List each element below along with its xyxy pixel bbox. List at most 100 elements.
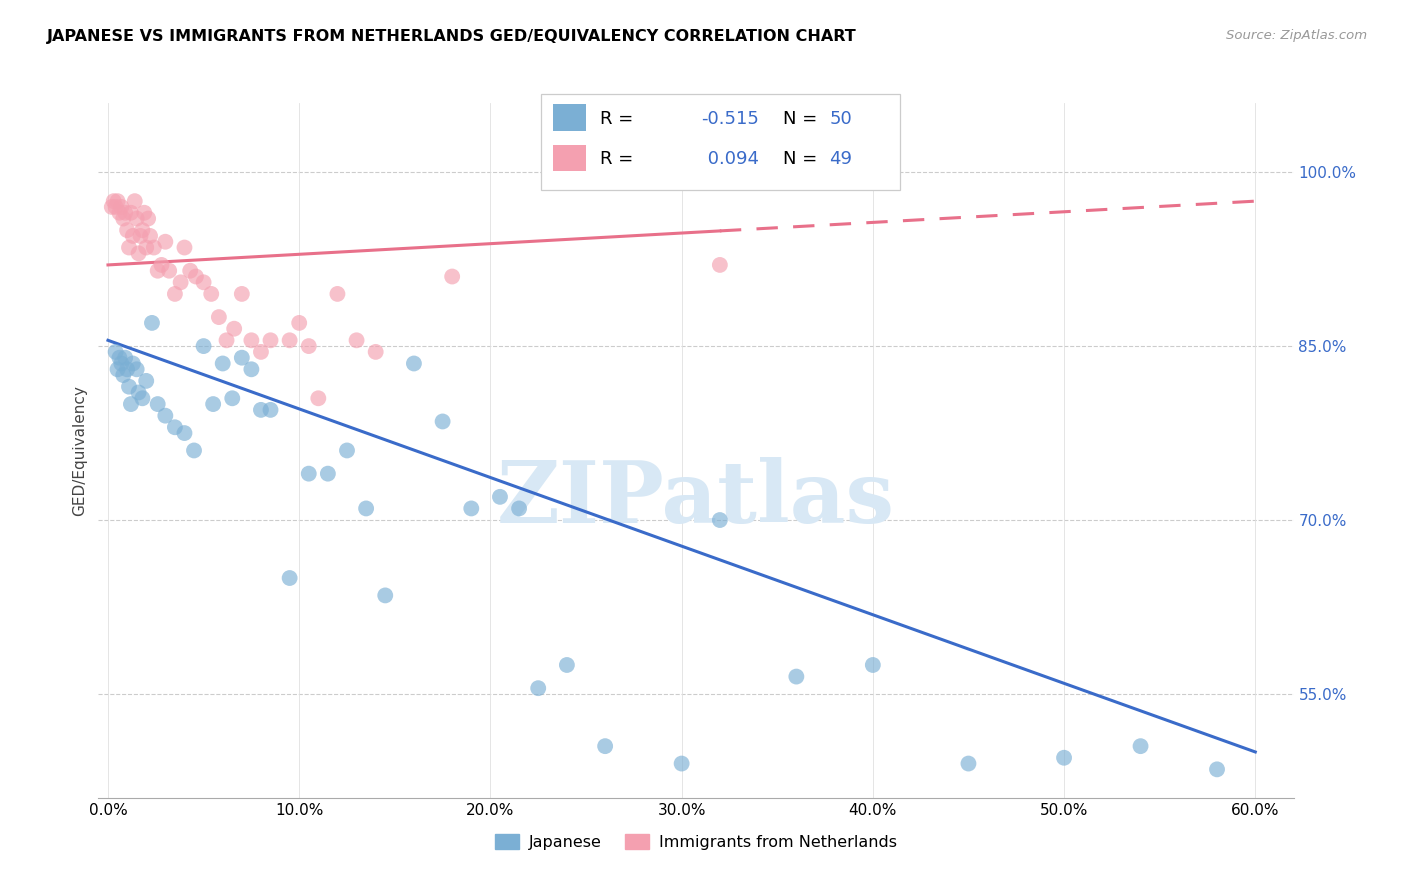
Point — [157, 263, 180, 277]
Legend: Japanese, Immigrants from Netherlands: Japanese, Immigrants from Netherlands — [489, 828, 903, 856]
Point — [131, 391, 153, 405]
Point — [298, 467, 321, 481]
Point — [125, 362, 148, 376]
Point — [128, 246, 150, 260]
Point — [121, 228, 143, 243]
Point — [155, 235, 177, 249]
Point — [671, 756, 693, 771]
Point — [200, 286, 222, 301]
Point — [374, 589, 396, 603]
Point — [169, 275, 191, 289]
Point — [114, 351, 136, 365]
Point — [240, 362, 263, 376]
Point — [202, 397, 225, 411]
Point — [173, 240, 195, 254]
Point — [354, 501, 377, 516]
Point — [221, 391, 243, 405]
Point — [193, 275, 215, 289]
Point — [240, 334, 263, 348]
Point — [146, 263, 169, 277]
Text: ZIPatlas: ZIPatlas — [496, 458, 896, 541]
Y-axis label: GED/Equivalency: GED/Equivalency — [72, 385, 87, 516]
Point — [211, 356, 233, 371]
Point — [108, 206, 131, 220]
Point — [163, 420, 186, 434]
Point — [115, 223, 138, 237]
Point — [709, 513, 731, 527]
Point — [316, 467, 339, 481]
Point — [128, 385, 150, 400]
Point — [112, 368, 135, 382]
Point — [118, 380, 141, 394]
Point — [250, 402, 273, 417]
Point — [124, 194, 146, 209]
Point — [184, 269, 207, 284]
Point — [142, 240, 165, 254]
Point — [288, 316, 311, 330]
Point — [104, 344, 127, 359]
Point — [135, 240, 157, 254]
Point — [259, 334, 281, 348]
Point — [136, 211, 159, 226]
Point — [146, 397, 169, 411]
Text: Source: ZipAtlas.com: Source: ZipAtlas.com — [1226, 29, 1367, 42]
Point — [259, 402, 281, 417]
Point — [104, 200, 127, 214]
Point — [231, 286, 253, 301]
Point — [508, 501, 530, 516]
Point — [402, 356, 425, 371]
Point — [103, 194, 125, 209]
Point — [709, 258, 731, 272]
Point — [131, 223, 153, 237]
Point — [460, 501, 482, 516]
Point — [326, 286, 349, 301]
Point — [1206, 762, 1229, 776]
Point — [107, 362, 129, 376]
Point — [110, 356, 132, 371]
Point — [224, 322, 246, 336]
Point — [173, 425, 195, 440]
Point — [1053, 751, 1076, 765]
Point — [278, 334, 301, 348]
Point — [193, 339, 215, 353]
Text: N =: N = — [783, 150, 817, 168]
Point — [957, 756, 980, 771]
Text: R =: R = — [600, 150, 634, 168]
Point — [489, 490, 512, 504]
Point — [278, 571, 301, 585]
Point — [785, 669, 807, 683]
Point — [107, 194, 129, 209]
Text: 49: 49 — [830, 150, 852, 168]
Point — [150, 258, 173, 272]
Point — [163, 286, 186, 301]
Text: JAPANESE VS IMMIGRANTS FROM NETHERLANDS GED/EQUIVALENCY CORRELATION CHART: JAPANESE VS IMMIGRANTS FROM NETHERLANDS … — [46, 29, 856, 44]
Text: R =: R = — [600, 110, 634, 128]
Point — [298, 339, 321, 353]
Point — [1129, 739, 1152, 753]
Point — [125, 211, 148, 226]
Text: 0.094: 0.094 — [702, 150, 759, 168]
Point — [593, 739, 616, 753]
Point — [862, 658, 884, 673]
Point — [112, 211, 135, 226]
Point — [108, 351, 131, 365]
Point — [208, 310, 231, 325]
Point — [231, 351, 253, 365]
Point — [135, 374, 157, 388]
Point — [307, 391, 329, 405]
Point — [120, 206, 142, 220]
Point — [114, 206, 136, 220]
Point — [179, 263, 201, 277]
Point — [364, 344, 387, 359]
Point — [155, 409, 177, 423]
Point — [121, 356, 143, 371]
Point — [183, 443, 205, 458]
Point — [141, 316, 163, 330]
Point — [346, 334, 368, 348]
Point — [139, 228, 162, 243]
Text: -0.515: -0.515 — [702, 110, 759, 128]
Text: N =: N = — [783, 110, 817, 128]
Point — [101, 200, 124, 214]
Point — [120, 397, 142, 411]
Text: 50: 50 — [830, 110, 852, 128]
